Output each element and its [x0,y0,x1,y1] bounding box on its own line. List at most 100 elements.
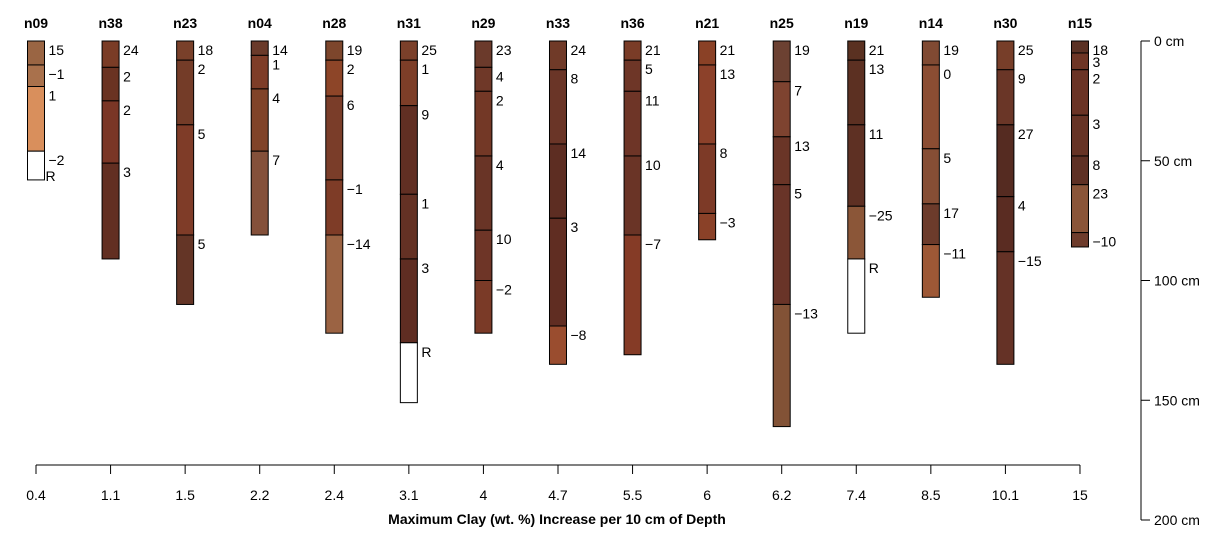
horizon-n38-4 [101,162,120,260]
horizon-label-n04-2: 1 [272,56,280,72]
horizon-label-n04-4: 7 [272,152,280,168]
profile-name-n28: n28 [322,15,346,31]
horizon-label-n15-2: 3 [1092,54,1100,70]
horizon-sublabel-n09-4: R [46,168,56,184]
horizon-label-n15-1: 18 [1092,42,1108,58]
horizon-label-n36-2: 5 [645,61,653,77]
horizon-label-n23-1: 18 [198,42,214,58]
horizon-label-n14-3: 5 [943,150,951,166]
horizon-label-n36-3: 11 [645,92,660,108]
horizon-label-n38-4: 3 [123,164,131,180]
horizon-label-n04-3: 4 [272,90,280,106]
horizon-n36-4 [623,155,642,236]
horizon-label-n38-3: 2 [123,102,131,118]
horizon-label-n23-4: 5 [198,236,206,252]
horizon-label-n14-1: 19 [943,42,959,58]
horizon-n21-2 [698,64,717,145]
horizon-n15-5 [1070,155,1089,186]
x-tick-label: 1.1 [101,487,121,503]
horizon-n15-4 [1070,114,1089,157]
horizon-label-n14-4: 17 [943,205,959,221]
horizon-label-n36-4: 10 [645,157,661,173]
horizon-label-n33-5: −8 [570,327,586,343]
horizon-label-n15-4: 3 [1092,116,1100,132]
horizon-n31-3 [399,105,418,195]
profile-name-n38: n38 [99,15,123,31]
profile-name-n33: n33 [546,15,570,31]
horizon-n04-1 [250,40,269,56]
x-tick-label: 3.1 [399,487,419,503]
horizon-label-n36-1: 21 [645,42,661,58]
horizon-n14-1 [921,40,940,66]
horizon-n29-6 [474,280,493,334]
horizon-n04-2 [250,54,269,90]
depth-tick-label: 150 cm [1154,392,1200,408]
horizon-n33-5 [548,325,567,365]
horizon-label-n33-1: 24 [570,42,586,58]
horizon-label-n30-5: −15 [1018,253,1042,269]
horizon-n29-2 [474,66,493,92]
horizon-label-n38-2: 2 [123,68,131,84]
horizon-label-n30-4: 4 [1018,198,1026,214]
horizon-label-n25-1: 19 [794,42,810,58]
x-tick-label: 2.2 [250,487,270,503]
horizon-n30-1 [996,40,1015,71]
horizon-n14-4 [921,203,940,246]
horizon-n25-4 [772,184,791,305]
horizon-n09-1 [27,40,45,66]
horizon-label-n29-4: 4 [496,157,504,173]
horizon-label-n28-1: 19 [347,42,363,58]
horizon-label-n09-4: −2 [49,152,65,168]
horizon-n19-3 [847,124,866,207]
horizon-label-n31-1: 25 [421,42,437,58]
profile-name-n21: n21 [695,15,719,31]
horizon-label-n15-5: 8 [1092,157,1100,173]
horizon-label-n28-4: −1 [347,181,363,197]
horizon-label-n25-2: 7 [794,83,802,99]
x-tick-label: 10.1 [992,487,1019,503]
horizon-n09-4 [27,150,45,181]
horizon-n25-5 [772,303,791,428]
x-tick-label: 2.4 [325,487,345,503]
horizon-label-n31-4: 1 [421,195,429,211]
horizon-n36-1 [623,40,642,61]
x-tick-label: 6 [703,487,711,503]
horizon-n38-3 [101,100,120,164]
horizon-n15-7 [1070,232,1089,248]
horizon-n14-5 [921,244,940,298]
horizon-n23-3 [176,124,195,236]
x-axis: 0.4 1.1 1.5 2.2 2.4 3.1 4 4.7 5.5 6 6.2 7.4 8.5 10.1 1… [26,464,1088,503]
profile-name-n19: n19 [844,15,868,31]
horizon-n21-3 [698,143,717,214]
horizon-n29-4 [474,155,493,231]
horizon-n19-5 [847,258,866,334]
horizon-label-n21-3: 8 [720,145,728,161]
profile-name-n25: n25 [770,15,794,31]
horizon-n25-2 [772,81,791,138]
depth-tick-label: 200 cm [1154,512,1200,528]
horizon-label-n19-3: 11 [869,126,884,142]
horizon-label-n30-1: 25 [1018,42,1034,58]
depth-tick-label: 0 cm [1154,33,1184,49]
horizon-n36-3 [623,90,642,157]
horizon-n19-1 [847,40,866,61]
horizon-label-n33-4: 3 [570,219,578,235]
horizon-n23-1 [176,40,195,61]
profile-name-n09: n09 [24,15,48,31]
horizon-label-n15-6: 23 [1092,186,1108,202]
horizon-label-n29-3: 2 [496,92,504,108]
horizon-n29-5 [474,229,493,281]
horizon-label-n09-1: 15 [49,42,65,58]
horizon-label-n25-5: −13 [794,305,818,321]
x-tick-label: 6.2 [772,487,792,503]
horizon-label-n33-3: 14 [570,145,586,161]
